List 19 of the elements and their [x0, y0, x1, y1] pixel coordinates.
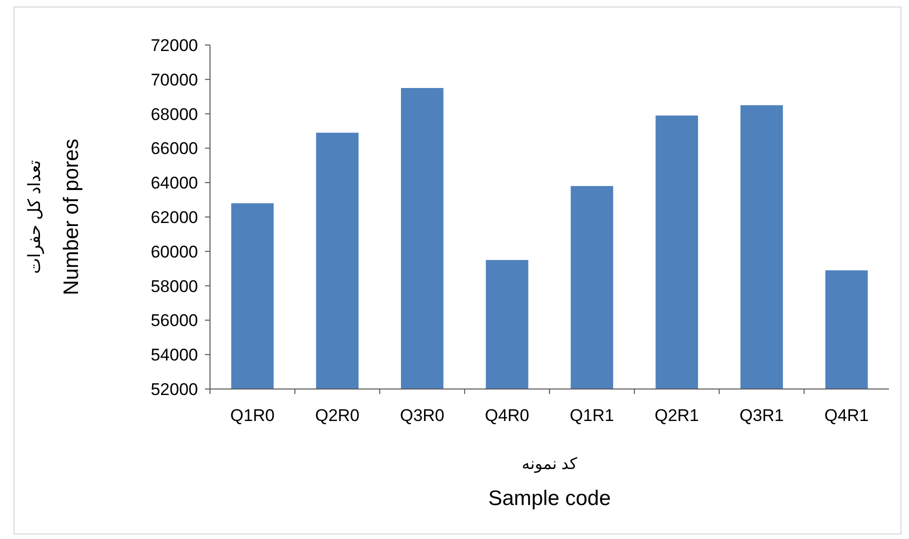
y-tick-label: 56000	[150, 311, 198, 330]
y-tick-label: 72000	[150, 36, 198, 55]
x-tick-label: Q1R0	[230, 406, 275, 425]
y-tick-label: 68000	[150, 104, 198, 124]
x-tick-label: Q3R1	[739, 406, 784, 425]
y-tick-label: 52000	[150, 380, 198, 399]
y-tick-label: 60000	[150, 242, 198, 262]
y-tick-label: 58000	[150, 276, 198, 296]
x-tick-label: Q4R0	[484, 406, 530, 425]
x-tick-label: Q3R0	[400, 406, 444, 425]
x-tick-label: Q4R1	[824, 406, 869, 425]
y-tick-label: 54000	[150, 346, 198, 365]
y-tick-label: 62000	[150, 208, 198, 227]
x-tick-label: Q2R0	[315, 406, 360, 425]
x-tick-label: Q1R1	[570, 406, 614, 425]
y-tick-label: 70000	[150, 70, 198, 90]
x-tick-label: Q2R1	[654, 406, 700, 425]
y-tick-label: 66000	[150, 139, 198, 158]
y-tick-label: 64000	[150, 174, 198, 193]
